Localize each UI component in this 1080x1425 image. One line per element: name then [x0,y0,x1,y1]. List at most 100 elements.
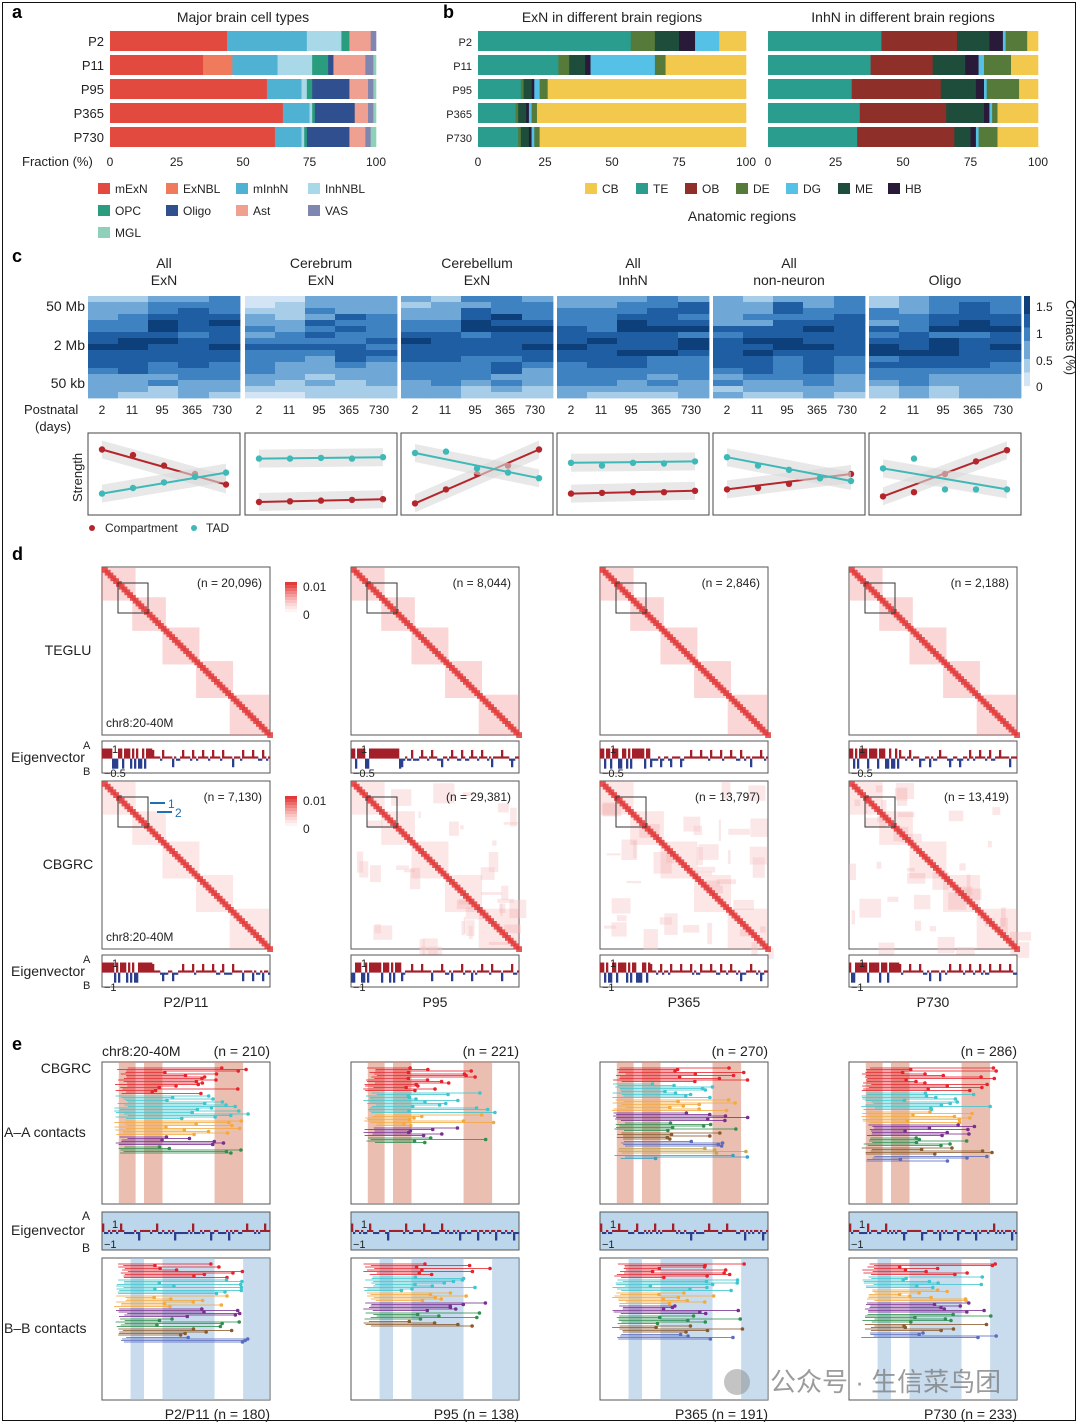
noise [683,816,701,832]
noise [849,863,856,880]
contact-end [993,1262,998,1266]
eig-bar [718,1232,721,1235]
bar-DE [992,103,998,123]
eig-bar [985,972,988,975]
eig-bar [254,1232,257,1235]
eig-bar [401,1229,404,1232]
noise [727,850,731,865]
eig-bar [507,970,510,973]
eig-bar [174,756,177,759]
eig-bar [160,1232,163,1235]
noise [409,867,421,890]
heat-cell [773,362,804,369]
contact-end [676,1295,681,1300]
day-tick: 365 [963,403,983,417]
heat-cell [713,332,744,339]
eig-bar [108,748,111,759]
eig-tick: 1 [859,958,865,970]
legend-swatch-mExN [98,183,110,194]
eig-bar [375,748,378,759]
bar-TE [478,31,632,51]
heat-cell [647,392,679,399]
noise [659,917,673,925]
heat-cell [899,386,930,393]
contact-end [979,1075,983,1079]
heat-cell [88,314,119,321]
contact-end [182,1128,187,1132]
eig-bar [361,972,364,983]
heat-cell [461,392,492,399]
contact-end [701,1124,706,1128]
contact-end [952,1114,957,1119]
heat-cell [366,392,398,399]
contact-end [473,1285,477,1290]
eig-bar [479,970,482,973]
heat-cell [522,380,554,387]
bar-ExNBL [203,55,233,75]
eig-bar [879,972,882,983]
contact-end [908,1067,913,1072]
eig-bar [421,963,424,973]
eig-bar [491,963,494,973]
contact-end [461,1302,466,1307]
scale-step [285,796,297,800]
eig-bar [1009,963,1012,973]
noise [462,792,474,797]
heat-cell [557,362,588,369]
noise [611,922,627,937]
heatmap-title: non-neuron [753,272,825,288]
noise [728,828,750,835]
heat-cell [431,302,462,309]
bar-DG [984,79,987,99]
contact-end [667,1105,672,1110]
eig-bar [186,756,189,759]
heat-cell [401,332,432,339]
heat-cell [617,314,648,321]
contact-end [212,1139,217,1144]
eig-bar [646,748,649,759]
noise [877,816,884,823]
eig-bar [248,756,251,759]
heat-cell [275,332,306,339]
day-tick: 95 [780,403,794,417]
contact-end [711,1294,716,1298]
day-tick: 2 [256,403,263,417]
eig-bar [230,756,233,759]
eig-bar [766,1229,769,1232]
tad-point [691,458,699,465]
eig-bar [710,1229,713,1232]
eig-bar [238,1232,241,1235]
eig-bar [409,970,412,973]
contact-end [662,1275,666,1280]
heat-cell [647,350,679,357]
contact-end [150,1090,155,1094]
heat-cell [148,326,179,333]
heat-cell [743,314,774,321]
eig-bar [706,756,709,759]
contact-end [213,1115,217,1119]
eig-bar [746,756,749,759]
heat-cell [743,326,774,333]
heat-cell [88,302,119,309]
eig-bar [694,756,697,759]
heat-cell [929,380,960,387]
region-band [243,1258,270,1400]
heat-cell [491,386,523,393]
tad-point [442,448,450,455]
eig-bar [654,758,657,761]
eig-bar [172,972,175,982]
noise [616,915,627,922]
contact-end [167,1146,172,1151]
contact-end [422,1140,427,1145]
eig-bar [487,1229,490,1232]
bar-DG [989,103,993,123]
eig-bar [477,1232,480,1241]
eig-bar [712,970,715,973]
heat-cell [305,320,336,327]
eig-bar [112,962,115,973]
contact-end [903,1129,907,1133]
heat-cell [522,338,554,345]
heatmap-5 [869,296,1022,399]
contact-end [935,1266,940,1271]
eig-bar [106,748,109,759]
